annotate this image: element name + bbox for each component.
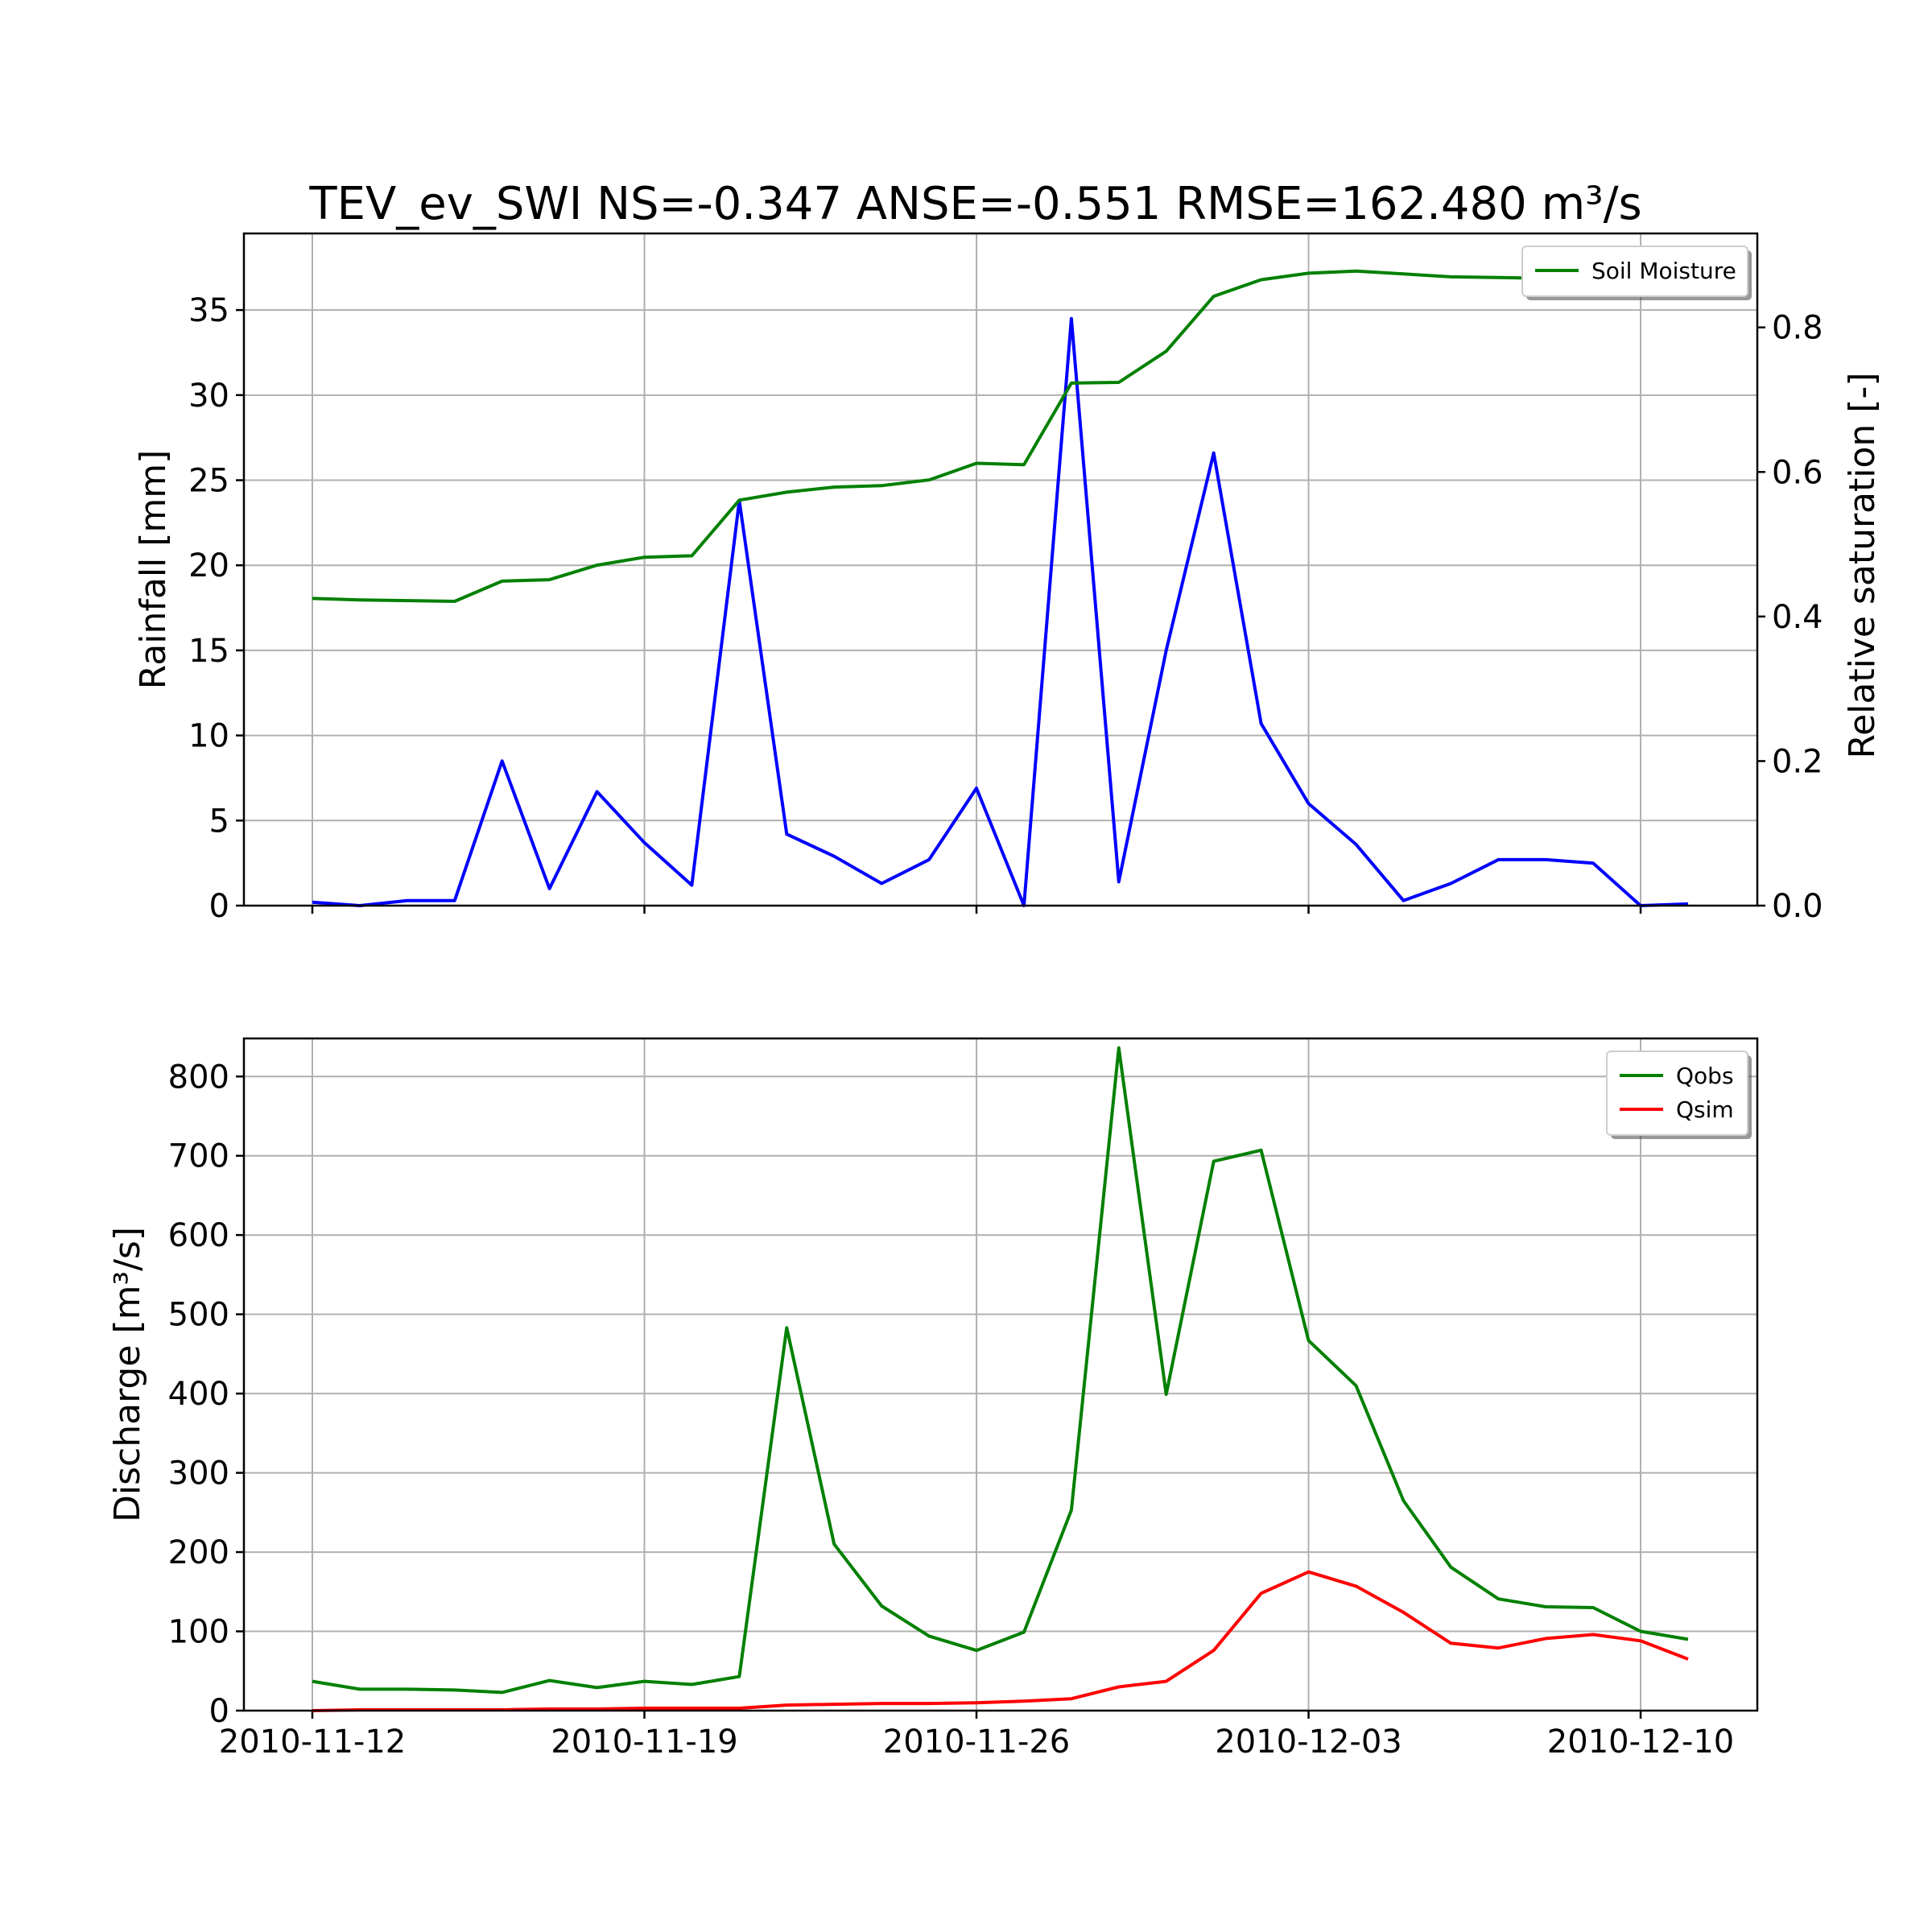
- qsim-line: [312, 1570, 1689, 1712]
- y-tick-label: 400: [168, 1376, 229, 1413]
- y-axis-label: Discharge [m³/s]: [107, 1227, 148, 1522]
- y-tick-label: 100: [168, 1614, 229, 1651]
- y2-tick-label: 0.4: [1772, 599, 1823, 636]
- plot-frame: [242, 232, 1759, 907]
- y-tick-label: 20: [188, 547, 229, 584]
- x-tick-label: 2010-11-12: [219, 1724, 406, 1761]
- y2-tick-label: 0.8: [1772, 310, 1823, 347]
- y-tick-label: 800: [168, 1059, 229, 1096]
- y-tick-label: 300: [168, 1455, 229, 1492]
- legend-box: [1606, 1051, 1748, 1136]
- y-tick-label: 200: [168, 1534, 229, 1571]
- x-tick-label: 2010-11-19: [551, 1724, 737, 1761]
- y-tick-label: 25: [188, 463, 229, 500]
- legend-entry: Qsim: [1676, 1096, 1734, 1123]
- y2-tick-label: 0.2: [1772, 743, 1823, 780]
- legend: Qobs Qsim: [1606, 1051, 1752, 1139]
- x-tick-label: 2010-11-26: [883, 1724, 1070, 1761]
- y-tick-label: 500: [168, 1297, 229, 1334]
- y-tick-label: 10: [188, 718, 229, 755]
- y2-axis-label: Relative saturation [-]: [1842, 373, 1883, 759]
- rainfall-soil-moisture-panel: 0 5 10 15 20 25 30 35 0.0 0.2 0.4 0.6 0.8 Rainfall [m…: [133, 232, 1883, 925]
- y-axis-label: Rainfall [mm]: [133, 450, 174, 690]
- legend-box: [1521, 246, 1748, 297]
- qobs-line: [312, 1046, 1689, 1695]
- y-tick-label: 0: [209, 888, 229, 925]
- rainfall-line: [312, 316, 1689, 907]
- y-tick-label: 5: [209, 803, 229, 840]
- y-tick-label: 15: [188, 633, 229, 670]
- legend-entry: Qobs: [1676, 1063, 1734, 1089]
- legend-entry: Soil Moisture: [1591, 258, 1736, 284]
- y2-tick-label: 0.6: [1772, 454, 1823, 491]
- y-tick-label: 35: [188, 292, 229, 329]
- x-tick-label: 2010-12-03: [1215, 1724, 1402, 1761]
- soil-moisture-line: [312, 269, 1546, 603]
- y-tick-label: 30: [188, 378, 229, 415]
- legend: Soil Moisture: [1521, 246, 1752, 300]
- plot-frame: [242, 1037, 1759, 1712]
- y2-tick-label: 0.0: [1772, 888, 1823, 925]
- discharge-panel: 2010-11-12 2010-11-19 2010-11-26 2010-12-03…: [107, 1037, 1759, 1761]
- chart-title: TEV_ev_SWI NS=-0.347 ANSE=-0.551 RMSE=16…: [308, 178, 1641, 230]
- y-tick-label: 700: [168, 1138, 229, 1175]
- x-tick-label: 2010-12-10: [1547, 1724, 1734, 1761]
- y-tick-label: 600: [168, 1217, 229, 1254]
- y-tick-label: 0: [209, 1693, 229, 1730]
